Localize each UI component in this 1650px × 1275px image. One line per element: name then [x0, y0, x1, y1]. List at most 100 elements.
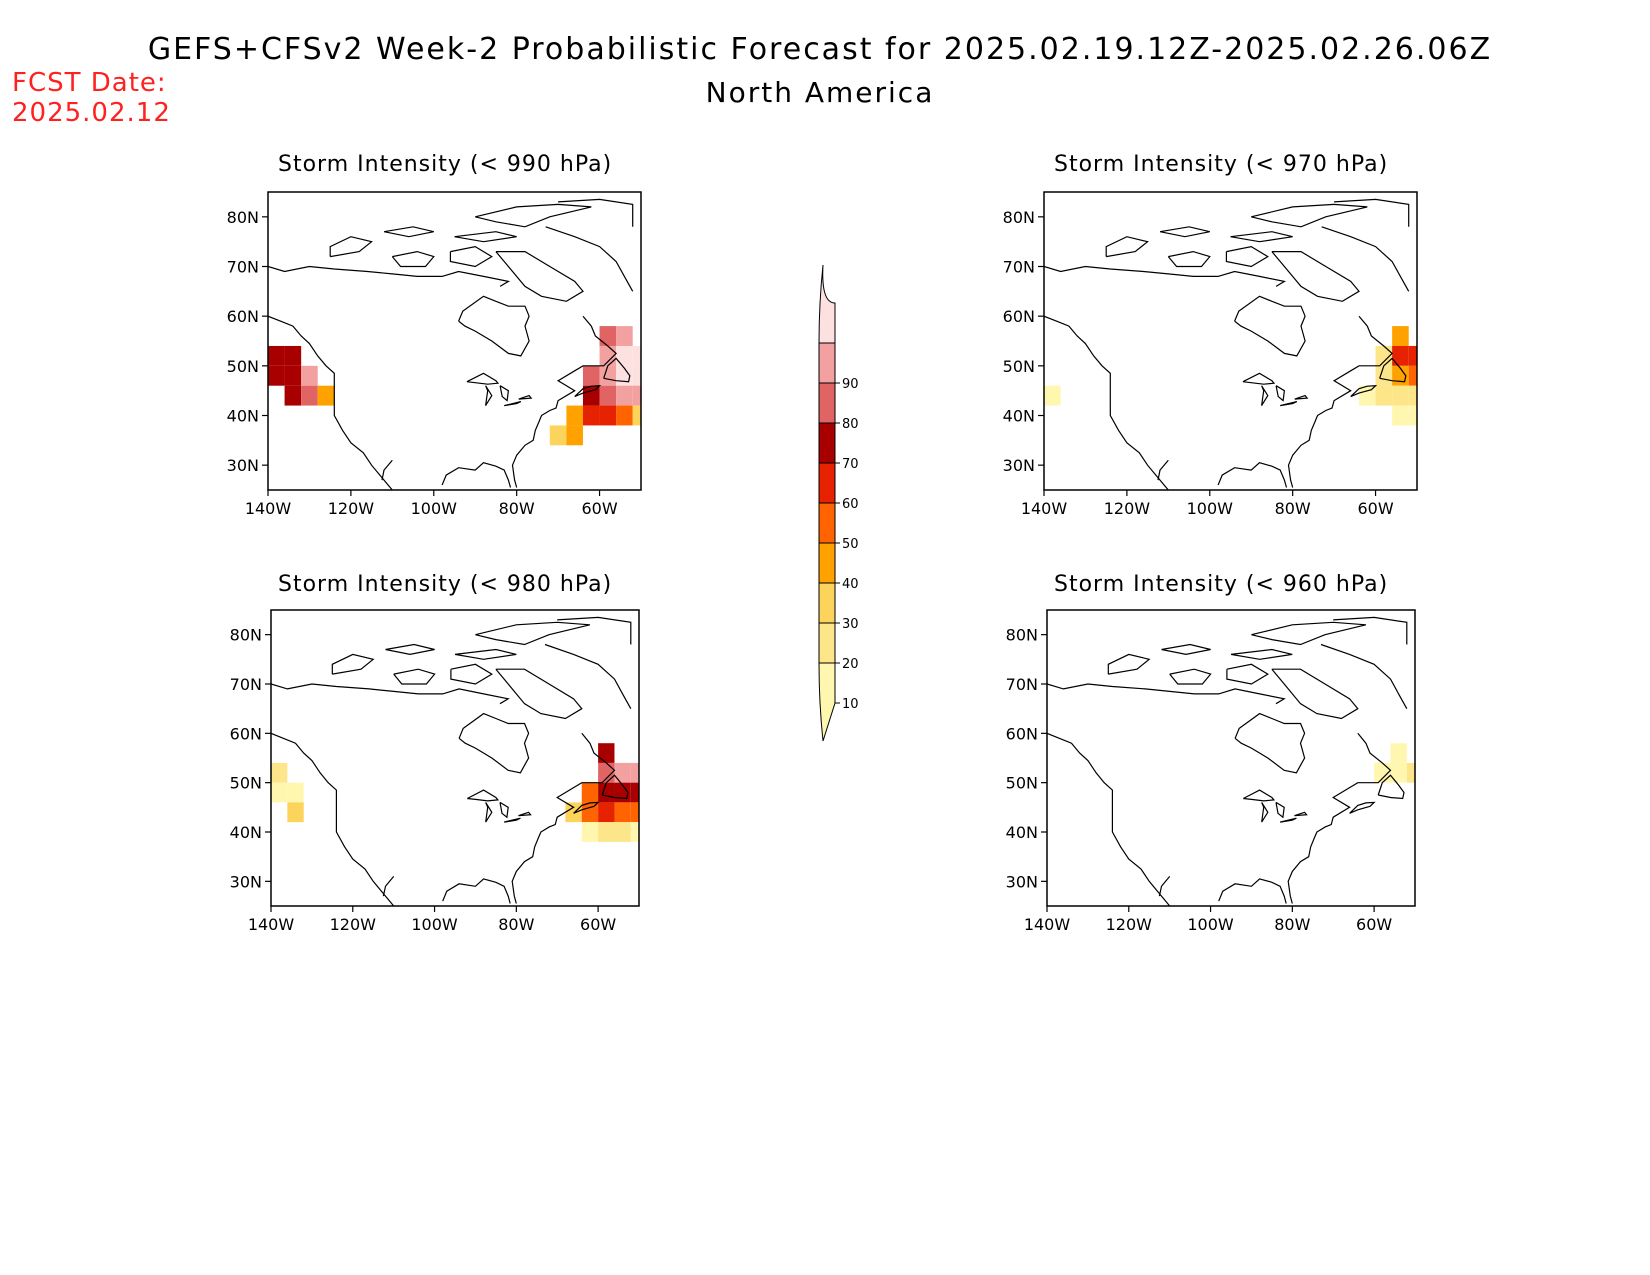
probability-cell — [616, 345, 633, 366]
coastline — [1333, 616, 1408, 645]
probability-cell — [268, 365, 285, 386]
lon-tick-label: 60W — [581, 499, 617, 518]
coastline — [466, 372, 500, 385]
lat-tick-label: 40N — [230, 823, 262, 842]
coastline — [383, 226, 434, 238]
lat-tick-label: 30N — [227, 456, 259, 475]
map-contents — [1044, 198, 1417, 490]
coastline — [1294, 811, 1308, 817]
probability-cell — [616, 385, 633, 406]
coastline — [475, 621, 591, 646]
coastline — [1294, 394, 1309, 400]
probability-cell — [1375, 345, 1393, 366]
probability-cell — [630, 822, 639, 842]
coastline — [271, 732, 395, 906]
coastline — [442, 878, 511, 904]
probability-cell — [566, 405, 583, 426]
lon-tick-label: 140W — [1024, 915, 1071, 934]
map-panel-lt990: 80N 70N 60N 50N 40N 30N 140W 120W 100W 80W 60W — [227, 191, 642, 518]
coastline — [1161, 643, 1211, 656]
coastline — [499, 385, 510, 402]
coastline — [495, 251, 584, 302]
probability-cell — [630, 782, 639, 803]
map-frame — [270, 609, 640, 907]
coastline — [558, 198, 634, 227]
probability-cell — [632, 345, 641, 366]
lon-tick-label: 140W — [248, 915, 295, 934]
lon-tick-label: 120W — [1106, 915, 1153, 934]
coastline — [557, 616, 632, 645]
coastline — [485, 802, 493, 823]
probability-cell — [1392, 326, 1409, 346]
lat-tick-label: 80N — [1003, 208, 1035, 227]
probability-cell — [598, 743, 615, 763]
map-contents — [268, 198, 641, 490]
lat-tick-label: 60N — [227, 307, 259, 326]
probability-cell — [599, 345, 617, 366]
lat-tick-label: 50N — [227, 357, 259, 376]
coastline — [1218, 878, 1287, 904]
probability-cell — [1392, 405, 1409, 426]
colorbar-label: 60 — [842, 497, 859, 512]
forecast-date-label: FCST Date: 2025.02.12 — [12, 68, 171, 128]
probability-cell — [301, 385, 318, 406]
coastline — [1047, 732, 1171, 906]
coastline — [454, 231, 517, 243]
colorbar-label: 40 — [842, 577, 859, 592]
colorbar-segment — [818, 622, 836, 664]
colorbar-segment — [818, 342, 836, 384]
coastline — [271, 683, 510, 705]
coastline — [574, 385, 602, 398]
lat-tick-label: 30N — [1003, 456, 1035, 475]
coastline — [1261, 802, 1269, 823]
lat-tick-label: 70N — [230, 675, 262, 694]
lat-tick-label: 60N — [1006, 724, 1038, 743]
map-panel-lt960: 80N 70N 60N 50N 40N 30N 140W 120W 100W 80W 60W — [1006, 609, 1416, 934]
coastline — [1321, 226, 1410, 292]
probability-cell — [287, 802, 304, 823]
coastline — [499, 801, 509, 819]
coastline — [1251, 621, 1367, 646]
lat-tick-label: 70N — [1006, 675, 1038, 694]
lat-tick-label: 60N — [1003, 307, 1035, 326]
lon-tick-label: 80W — [498, 915, 534, 934]
lat-tick-label: 50N — [1006, 774, 1038, 793]
probability-cell — [581, 822, 599, 842]
coastline — [504, 401, 522, 407]
coastline — [1159, 226, 1210, 238]
colorbar-segment — [818, 264, 836, 344]
lat-tick-label: 80N — [227, 208, 259, 227]
forecast-date-value: 2025.02.12 — [12, 98, 171, 128]
lat-tick-label: 50N — [230, 774, 262, 793]
coastline — [393, 668, 436, 685]
panel-title-970: Storm Intensity (< 970 hPa) — [1054, 152, 1389, 177]
lat-tick-label: 70N — [227, 258, 259, 277]
coastline — [544, 643, 632, 709]
colorbar-label: 20 — [842, 657, 859, 672]
probability-cell — [284, 345, 302, 366]
map-frame — [1046, 609, 1416, 907]
coastline — [1105, 236, 1149, 258]
coastline — [1251, 203, 1368, 228]
colorbar-label: 70 — [842, 457, 859, 472]
probability-cell — [582, 385, 600, 406]
lon-tick-label: 80W — [499, 499, 535, 518]
map-panel-lt980: 80N 70N 60N 50N 40N 30N 140W 120W 100W 80W 60W — [230, 609, 640, 934]
probability-cell — [1375, 385, 1393, 406]
coastline — [1275, 385, 1286, 402]
lat-tick-label: 60N — [230, 724, 262, 743]
colorbar-label: 10 — [842, 697, 859, 712]
coastline — [1217, 462, 1288, 488]
coastline — [441, 462, 512, 488]
map-contents — [271, 616, 639, 906]
coastline — [454, 648, 517, 660]
region-subtitle: North America — [705, 76, 935, 109]
coastline — [458, 712, 530, 774]
lon-tick-label: 100W — [1187, 499, 1234, 518]
probability-cell — [1375, 365, 1393, 386]
panel-title-980: Storm Intensity (< 980 hPa) — [278, 572, 613, 597]
colorbar-segment — [818, 662, 836, 742]
map-frame — [1043, 191, 1418, 491]
probability-cell — [565, 802, 582, 823]
